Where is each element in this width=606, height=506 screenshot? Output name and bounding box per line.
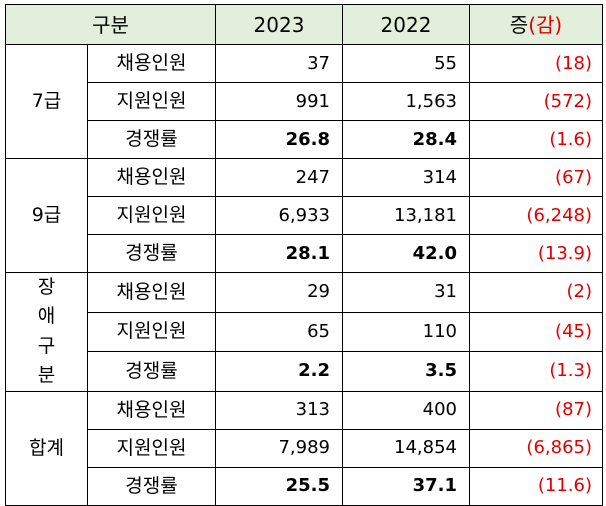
metric-label: 경쟁률 — [87, 120, 216, 159]
group-label: 9급 — [5, 158, 88, 273]
table-row: 경쟁률 28.1 42.0 (13.9) — [6, 234, 603, 273]
metric-label: 채용인원 — [87, 272, 216, 313]
metric-label: 지원인원 — [87, 82, 216, 121]
table-row: 지원인원 991 1,563 (572) — [6, 82, 603, 121]
metric-label: 지원인원 — [87, 428, 216, 468]
value-2023: 29 — [215, 272, 343, 313]
value-change: (572) — [469, 82, 603, 121]
value-change: (45) — [469, 311, 603, 353]
metric-label: 지원인원 — [87, 311, 216, 353]
value-2022: 42.0 — [342, 234, 470, 273]
metric-label: 채용인원 — [87, 158, 216, 197]
table-row: 경쟁률 2.2 3.5 (1.3) — [6, 351, 603, 392]
table-row: 7급 채용인원 37 55 (18) — [5, 44, 603, 159]
metric-label: 채용인원 — [87, 390, 216, 430]
metric-label: 경쟁률 — [87, 466, 216, 506]
metric-label: 경쟁률 — [87, 351, 216, 392]
value-2023: 247 — [215, 158, 343, 197]
value-2022: 14,854 — [342, 428, 470, 468]
recruitment-comparison-table: 구분 2023 2022 증(감) 7급 채용인원 37 55 (18) 지원인… — [5, 4, 603, 506]
table-row: 장애 구분 채용인원 29 31 (2) — [5, 272, 603, 392]
value-change: (6,248) — [469, 196, 603, 235]
value-2022: 31 — [342, 272, 470, 313]
header-change: 증(감) — [469, 4, 603, 45]
value-2023: 991 — [215, 82, 343, 121]
metric-label: 경쟁률 — [87, 234, 216, 273]
metric-label: 채용인원 — [87, 44, 216, 83]
value-2022: 1,563 — [342, 82, 470, 121]
value-2023: 65 — [215, 311, 343, 353]
header-2023: 2023 — [215, 4, 343, 45]
value-2023: 313 — [215, 390, 343, 430]
value-change: (87) — [469, 390, 603, 430]
table-row: 지원인원 6,933 13,181 (6,248) — [6, 196, 603, 235]
value-change: (11.6) — [469, 466, 603, 506]
table-row: 지원인원 65 110 (45) — [6, 311, 603, 353]
value-2022: 110 — [342, 311, 470, 353]
value-change: (1.3) — [469, 351, 603, 392]
value-2022: 400 — [342, 390, 470, 430]
header-change-suffix: (감) — [528, 12, 563, 37]
value-2023: 28.1 — [215, 234, 343, 273]
metric-label: 지원인원 — [87, 196, 216, 235]
value-2022: 28.4 — [342, 120, 470, 159]
header-2022: 2022 — [342, 4, 470, 45]
header-category: 구분 — [5, 4, 216, 45]
header-change-prefix: 증 — [509, 12, 529, 37]
value-2022: 314 — [342, 158, 470, 197]
table-row: 경쟁률 26.8 28.4 (1.6) — [6, 120, 603, 159]
table-row: 지원인원 7,989 14,854 (6,865) — [6, 428, 603, 468]
value-change: (2) — [469, 272, 603, 313]
value-2022: 55 — [342, 44, 470, 83]
table-row: 9급 채용인원 247 314 (67) — [5, 158, 603, 273]
value-2023: 37 — [215, 44, 343, 83]
value-change: (13.9) — [469, 234, 603, 273]
value-change: (6,865) — [469, 428, 603, 468]
group-label: 7급 — [5, 44, 88, 159]
value-2022: 13,181 — [342, 196, 470, 235]
value-2023: 25.5 — [215, 466, 343, 506]
header-row: 구분 2023 2022 증(감) — [5, 4, 603, 45]
group-label: 합계 — [5, 390, 88, 506]
table-row: 경쟁률 25.5 37.1 (11.6) — [6, 466, 603, 506]
value-change: (1.6) — [469, 120, 603, 159]
value-2022: 37.1 — [342, 466, 470, 506]
value-2023: 6,933 — [215, 196, 343, 235]
group-label: 장애 구분 — [5, 272, 88, 392]
value-change: (18) — [469, 44, 603, 83]
value-change: (67) — [469, 158, 603, 197]
value-2023: 7,989 — [215, 428, 343, 468]
value-2022: 3.5 — [342, 351, 470, 392]
value-2023: 26.8 — [215, 120, 343, 159]
value-2023: 2.2 — [215, 351, 343, 392]
table-row: 합계 채용인원 313 400 (87) — [5, 390, 603, 506]
